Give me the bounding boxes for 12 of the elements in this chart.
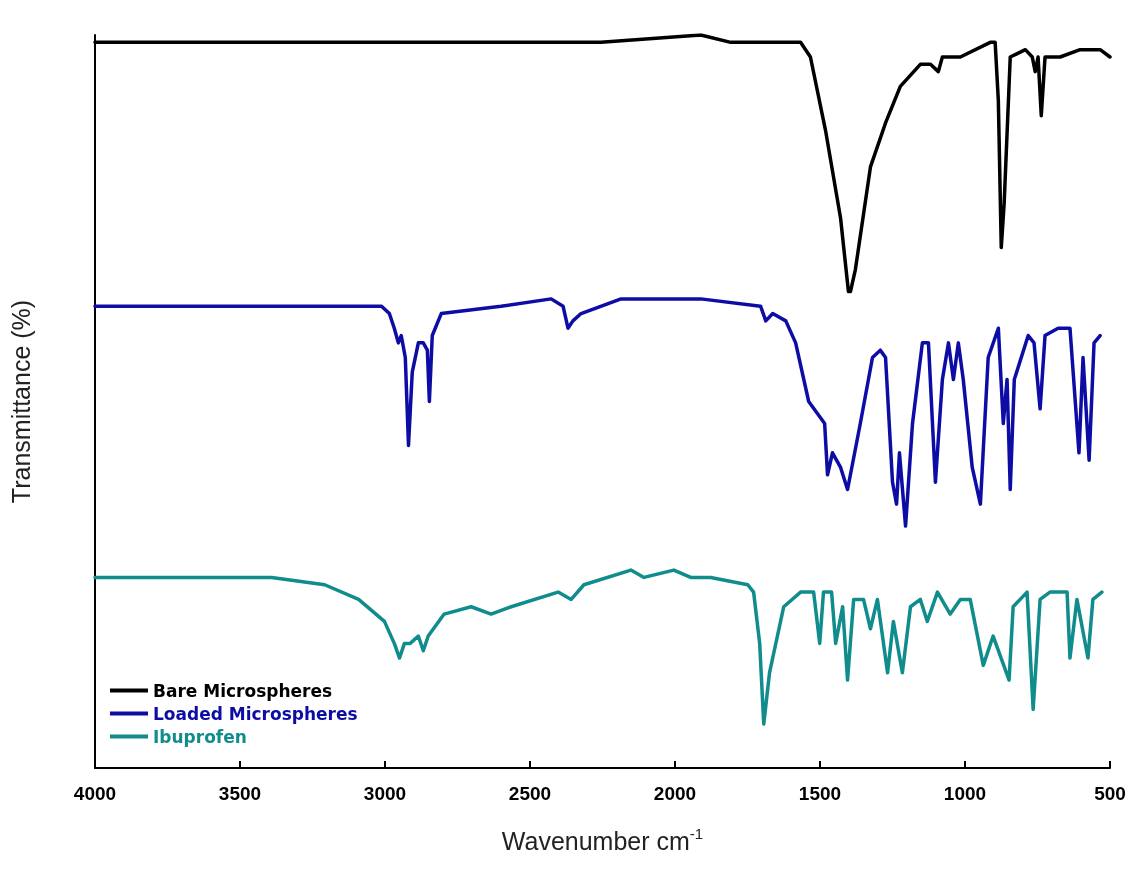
x-tick-label: 1500	[798, 783, 842, 804]
x-tick-label: 4000	[73, 783, 117, 804]
legend-label: Ibuprofen	[153, 726, 247, 747]
legend-label: Bare Microspheres	[153, 680, 333, 701]
y-axis-title: Transmittance (%)	[6, 299, 35, 504]
x-tick-label: 1000	[943, 783, 987, 804]
x-tick-label: 2500	[508, 783, 552, 804]
x-tick-label: 2000	[653, 783, 697, 804]
legend-label: Loaded Microspheres	[153, 703, 358, 724]
x-tick-label: 3500	[218, 783, 262, 804]
x-tick-label: 3000	[363, 783, 407, 804]
x-tick-label: 500	[1094, 783, 1126, 804]
